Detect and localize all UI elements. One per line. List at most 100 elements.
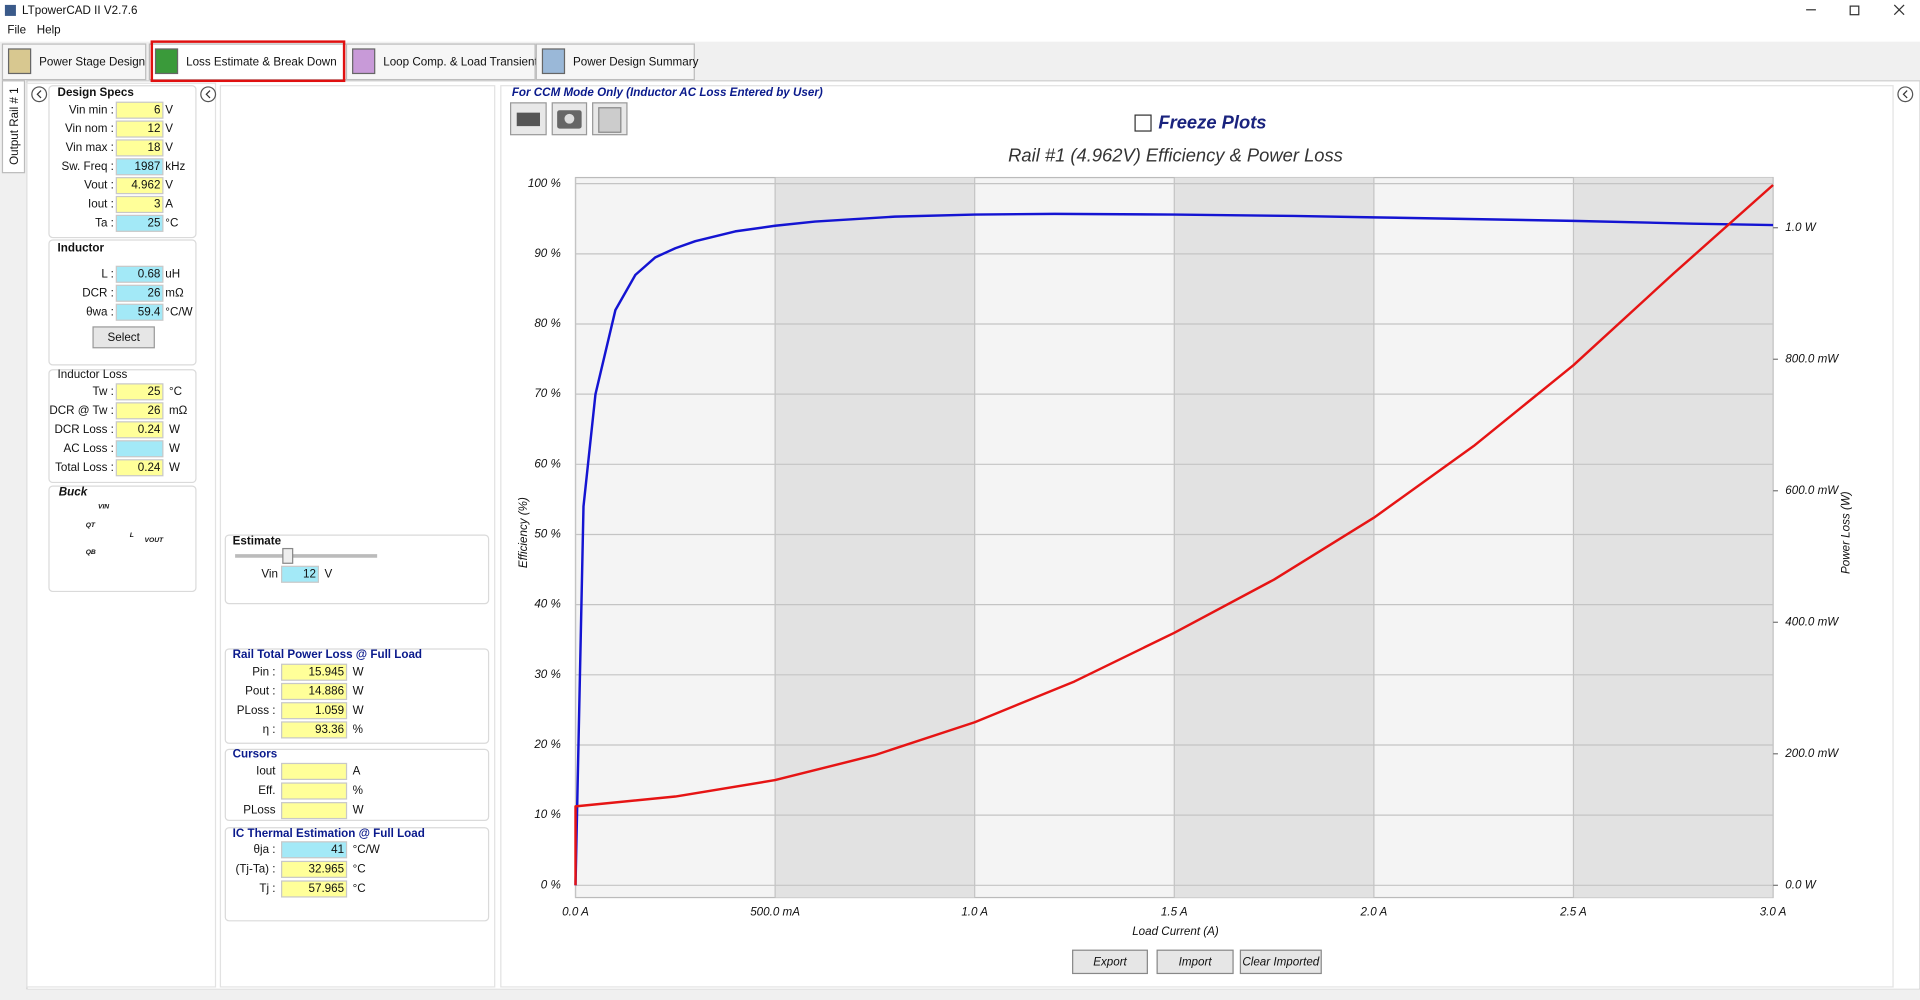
input-field[interactable]	[115, 284, 164, 302]
input-field[interactable]	[115, 421, 164, 439]
plot-button[interactable]	[1239, 949, 1322, 975]
field-value: 0.68	[138, 267, 161, 280]
side-tab[interactable]	[1, 80, 26, 174]
x-tick-label: 500.0 mA	[750, 905, 800, 918]
field-unit: mΩ	[165, 286, 184, 299]
group-title: Buck	[59, 485, 88, 498]
tab-label: Power Stage Design	[39, 56, 145, 69]
input-field[interactable]	[281, 802, 348, 820]
y2-tick-label: 200.0 mW	[1784, 747, 1839, 760]
field-unit: W	[353, 665, 364, 678]
status-bar	[0, 989, 1920, 1000]
app-icon	[4, 4, 16, 16]
tab-label: Loop Comp. & Load Transient	[383, 56, 538, 69]
field-unit: W	[169, 442, 180, 455]
y2-axis-title: Power Loss (W)	[1840, 491, 1853, 574]
field-label: DCR Loss :	[54, 423, 113, 436]
slider-thumb[interactable]	[282, 547, 294, 564]
input-field[interactable]	[281, 841, 348, 859]
field-unit: %	[353, 784, 363, 797]
plot-note: For CCM Mode Only (Inductor AC Loss Ente…	[512, 86, 823, 99]
input-field[interactable]	[281, 565, 319, 583]
field-value: 25	[147, 385, 160, 398]
select-button[interactable]	[92, 326, 155, 349]
group-title: Rail Total Power Loss @ Full Load	[233, 648, 422, 661]
input-field[interactable]	[115, 158, 164, 176]
close-button[interactable]	[1893, 4, 1905, 16]
input-field[interactable]	[115, 214, 164, 232]
input-field[interactable]	[115, 177, 164, 195]
field-label: Ta :	[95, 216, 114, 229]
field-unit: V	[165, 179, 173, 192]
input-field[interactable]	[115, 139, 164, 157]
input-field[interactable]	[115, 383, 164, 401]
input-field[interactable]	[281, 702, 348, 720]
collapse-button[interactable]	[1897, 86, 1914, 103]
field-value: 4.962	[131, 179, 160, 192]
input-field[interactable]	[115, 101, 164, 119]
group-title: Inductor	[58, 242, 105, 255]
input-field[interactable]	[281, 721, 348, 739]
field-label: DCR @ Tw :	[49, 404, 114, 417]
input-field[interactable]	[115, 440, 164, 458]
tab[interactable]	[345, 43, 536, 81]
collapse-button[interactable]	[200, 86, 217, 103]
tab[interactable]	[148, 43, 348, 81]
field-label: Eff.	[258, 784, 275, 797]
input-field[interactable]	[115, 402, 164, 420]
x-tick-label: 1.5 A	[1161, 905, 1188, 918]
input-field[interactable]	[115, 265, 164, 283]
group-title: IC Thermal Estimation @ Full Load	[233, 827, 425, 840]
input-field[interactable]	[115, 195, 164, 214]
field-value: 0.24	[138, 461, 161, 474]
collapse-button[interactable]	[31, 86, 48, 103]
field-label: Sw. Freq :	[62, 160, 114, 173]
input-field[interactable]	[115, 459, 164, 477]
tab-label: Loss Estimate & Break Down	[186, 56, 337, 69]
y-tick-label: 0 %	[541, 878, 561, 891]
y2-tick-label: 600.0 mW	[1785, 484, 1839, 497]
y-tick-label: 70 %	[534, 387, 561, 400]
input-field[interactable]	[281, 663, 348, 681]
field-unit: V	[165, 103, 173, 116]
schematic-label: QT	[86, 522, 96, 529]
field-label: Vin	[261, 567, 278, 580]
field-value: 57.965	[309, 882, 345, 895]
input-field[interactable]	[115, 303, 164, 321]
group-box	[48, 485, 197, 593]
group-title: Inductor Loss	[58, 368, 128, 381]
y2-tick-label: 400.0 mW	[1785, 615, 1839, 628]
field-value: 12	[303, 567, 316, 580]
schematic-label: VOUT	[144, 537, 164, 544]
field-unit: V	[165, 141, 173, 154]
field-value: 12	[147, 122, 160, 135]
input-field[interactable]	[281, 782, 348, 800]
input-field[interactable]	[281, 762, 348, 780]
field-label: Iout	[256, 765, 276, 778]
freeze-checkbox[interactable]	[1134, 114, 1152, 132]
restore-button[interactable]	[1849, 5, 1860, 16]
field-unit: W	[353, 704, 364, 717]
input-field[interactable]	[281, 860, 348, 878]
x-tick-label: 1.0 A	[961, 905, 988, 918]
arrow-icon	[205, 90, 211, 99]
field-value: 26	[147, 404, 160, 417]
field-unit: °C/W	[165, 305, 192, 318]
field-label: DCR :	[82, 286, 114, 299]
field-label: Vin min :	[69, 103, 114, 116]
input-field[interactable]	[281, 880, 348, 898]
y-tick-label: 30 %	[534, 668, 561, 681]
input-field[interactable]	[115, 120, 164, 138]
field-label: Vin nom :	[65, 122, 114, 135]
field-unit: °C	[353, 862, 366, 875]
x-tick-label: 2.5 A	[1559, 905, 1587, 918]
x-tick-label: 3.0 A	[1760, 905, 1787, 918]
input-field[interactable]	[281, 682, 348, 701]
field-unit: °C	[165, 216, 178, 229]
plot-button[interactable]	[1072, 949, 1148, 975]
arrow-icon	[36, 90, 42, 99]
plot-button[interactable]	[1156, 949, 1234, 975]
y-tick-label: 50 %	[534, 528, 561, 541]
field-value: 26	[147, 286, 160, 299]
